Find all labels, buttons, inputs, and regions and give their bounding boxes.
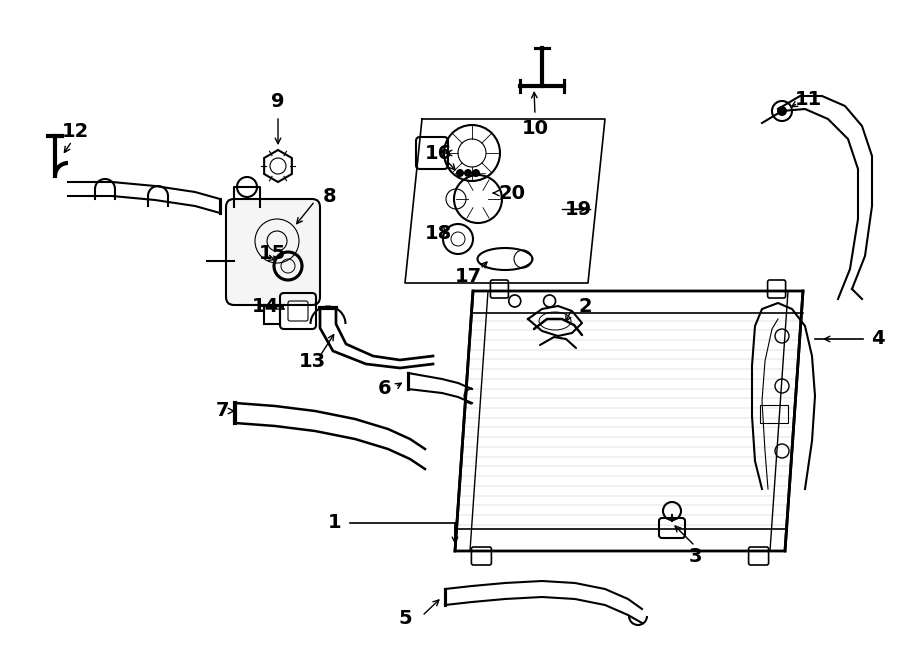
Text: 5: 5 [398, 609, 412, 629]
Text: 14: 14 [251, 297, 279, 315]
Circle shape [464, 169, 472, 177]
Text: 1: 1 [328, 514, 342, 533]
Text: 16: 16 [425, 143, 452, 163]
Text: 19: 19 [564, 200, 591, 219]
Text: 17: 17 [454, 266, 482, 286]
Text: 18: 18 [425, 223, 452, 243]
Text: 9: 9 [271, 91, 284, 110]
Text: 15: 15 [258, 243, 285, 262]
Text: 8: 8 [323, 186, 337, 206]
Text: 10: 10 [521, 120, 548, 139]
Text: 3: 3 [688, 547, 702, 566]
Text: 2: 2 [578, 297, 592, 315]
Text: 12: 12 [61, 122, 88, 141]
Text: 11: 11 [795, 89, 822, 108]
Circle shape [456, 169, 464, 177]
Circle shape [472, 169, 480, 177]
Text: 6: 6 [378, 379, 392, 399]
Circle shape [777, 106, 787, 116]
Text: 13: 13 [299, 352, 326, 371]
Text: 7: 7 [215, 401, 229, 420]
Text: 20: 20 [499, 184, 526, 202]
FancyBboxPatch shape [226, 199, 320, 305]
Text: 4: 4 [871, 329, 885, 348]
